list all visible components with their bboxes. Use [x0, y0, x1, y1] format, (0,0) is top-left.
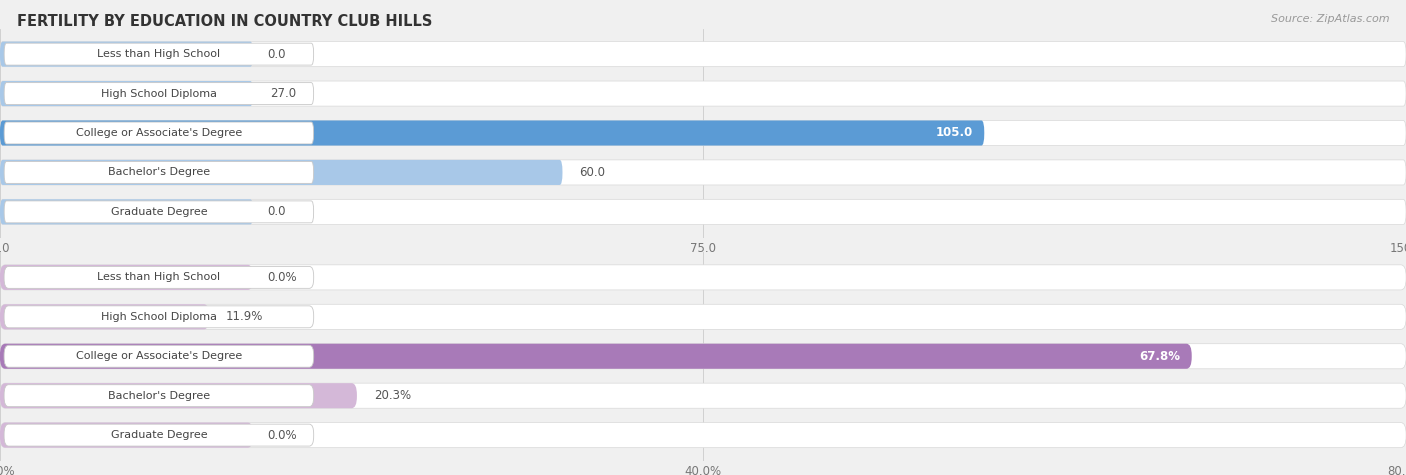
FancyBboxPatch shape: [0, 160, 1406, 185]
Text: Graduate Degree: Graduate Degree: [111, 207, 207, 217]
Text: Bachelor's Degree: Bachelor's Degree: [108, 167, 209, 178]
Text: 11.9%: 11.9%: [226, 310, 263, 323]
Text: Source: ZipAtlas.com: Source: ZipAtlas.com: [1271, 14, 1389, 24]
Text: College or Associate's Degree: College or Associate's Degree: [76, 351, 242, 361]
Text: High School Diploma: High School Diploma: [101, 312, 217, 322]
Text: 0.0%: 0.0%: [267, 271, 297, 284]
FancyBboxPatch shape: [4, 43, 314, 65]
FancyBboxPatch shape: [0, 383, 1406, 408]
FancyBboxPatch shape: [0, 304, 209, 329]
Text: Bachelor's Degree: Bachelor's Degree: [108, 390, 209, 401]
FancyBboxPatch shape: [0, 160, 562, 185]
FancyBboxPatch shape: [0, 423, 253, 447]
Text: 0.0: 0.0: [267, 205, 285, 218]
FancyBboxPatch shape: [0, 81, 1406, 106]
Text: 0.0: 0.0: [267, 48, 285, 61]
FancyBboxPatch shape: [0, 423, 1406, 447]
FancyBboxPatch shape: [4, 306, 314, 328]
FancyBboxPatch shape: [4, 424, 314, 446]
Text: 105.0: 105.0: [936, 126, 973, 140]
FancyBboxPatch shape: [0, 265, 1406, 290]
FancyBboxPatch shape: [0, 265, 253, 290]
FancyBboxPatch shape: [0, 121, 984, 145]
Text: College or Associate's Degree: College or Associate's Degree: [76, 128, 242, 138]
Text: Less than High School: Less than High School: [97, 49, 221, 59]
FancyBboxPatch shape: [0, 121, 1406, 145]
Text: 0.0%: 0.0%: [267, 428, 297, 442]
FancyBboxPatch shape: [4, 345, 314, 367]
FancyBboxPatch shape: [0, 344, 1192, 369]
Text: 60.0: 60.0: [579, 166, 605, 179]
Text: Less than High School: Less than High School: [97, 272, 221, 282]
FancyBboxPatch shape: [0, 81, 253, 106]
FancyBboxPatch shape: [4, 162, 314, 183]
Text: Graduate Degree: Graduate Degree: [111, 430, 207, 440]
Text: High School Diploma: High School Diploma: [101, 88, 217, 99]
Text: 20.3%: 20.3%: [374, 389, 411, 402]
Text: 67.8%: 67.8%: [1139, 350, 1181, 363]
FancyBboxPatch shape: [0, 344, 1406, 369]
FancyBboxPatch shape: [4, 83, 314, 104]
FancyBboxPatch shape: [4, 266, 314, 288]
FancyBboxPatch shape: [4, 122, 314, 144]
FancyBboxPatch shape: [4, 385, 314, 407]
FancyBboxPatch shape: [0, 200, 253, 224]
FancyBboxPatch shape: [0, 42, 1406, 66]
FancyBboxPatch shape: [0, 304, 1406, 329]
FancyBboxPatch shape: [0, 200, 1406, 224]
FancyBboxPatch shape: [0, 42, 253, 66]
FancyBboxPatch shape: [4, 201, 314, 223]
Text: FERTILITY BY EDUCATION IN COUNTRY CLUB HILLS: FERTILITY BY EDUCATION IN COUNTRY CLUB H…: [17, 14, 432, 29]
FancyBboxPatch shape: [0, 383, 357, 408]
Text: 27.0: 27.0: [270, 87, 297, 100]
